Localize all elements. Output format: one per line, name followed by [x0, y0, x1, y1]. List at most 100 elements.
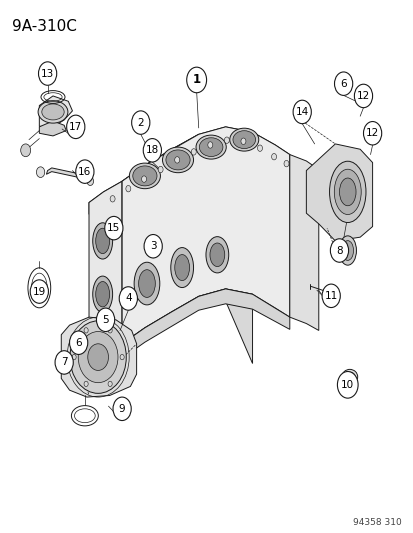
Ellipse shape — [229, 128, 258, 151]
Polygon shape — [122, 127, 289, 344]
Ellipse shape — [334, 169, 360, 214]
Text: 14: 14 — [295, 107, 308, 117]
Circle shape — [292, 100, 311, 124]
Text: 17: 17 — [69, 122, 82, 132]
Ellipse shape — [209, 243, 224, 266]
Circle shape — [104, 216, 123, 240]
Circle shape — [126, 185, 131, 192]
Circle shape — [144, 235, 162, 258]
Text: 8: 8 — [335, 246, 342, 255]
Ellipse shape — [206, 237, 228, 273]
Ellipse shape — [38, 101, 68, 123]
Circle shape — [66, 115, 85, 139]
Circle shape — [354, 84, 372, 108]
Circle shape — [207, 142, 212, 148]
Text: 10: 10 — [340, 380, 354, 390]
Circle shape — [224, 137, 229, 143]
Text: 2: 2 — [137, 118, 144, 127]
Circle shape — [76, 160, 94, 183]
Polygon shape — [89, 181, 122, 362]
Polygon shape — [46, 168, 88, 182]
Polygon shape — [306, 144, 372, 241]
Text: 9A-310C: 9A-310C — [12, 19, 77, 34]
Polygon shape — [39, 121, 66, 136]
Ellipse shape — [134, 262, 159, 305]
Ellipse shape — [42, 104, 64, 120]
Circle shape — [108, 328, 112, 333]
Text: 6: 6 — [75, 338, 82, 348]
Circle shape — [36, 167, 45, 177]
Ellipse shape — [338, 236, 356, 265]
Circle shape — [240, 138, 245, 144]
Ellipse shape — [233, 131, 255, 149]
Ellipse shape — [129, 163, 160, 189]
Text: 7: 7 — [61, 358, 67, 367]
Circle shape — [191, 149, 196, 155]
Ellipse shape — [93, 223, 112, 259]
Circle shape — [30, 280, 48, 303]
Ellipse shape — [199, 138, 222, 157]
Text: 9: 9 — [119, 404, 125, 414]
Text: 12: 12 — [365, 128, 378, 138]
Ellipse shape — [196, 135, 225, 159]
Polygon shape — [289, 155, 318, 330]
Ellipse shape — [93, 276, 112, 312]
Text: 18: 18 — [145, 146, 159, 155]
Circle shape — [120, 354, 124, 360]
Ellipse shape — [166, 150, 190, 170]
Circle shape — [96, 308, 114, 332]
Ellipse shape — [170, 247, 193, 288]
Circle shape — [363, 122, 381, 145]
Polygon shape — [89, 127, 289, 214]
Circle shape — [113, 397, 131, 421]
Circle shape — [84, 381, 88, 386]
Text: 16: 16 — [78, 167, 91, 176]
Ellipse shape — [133, 166, 157, 186]
Circle shape — [143, 139, 161, 162]
Ellipse shape — [162, 147, 193, 173]
Circle shape — [330, 239, 348, 262]
Circle shape — [119, 287, 137, 310]
Ellipse shape — [138, 270, 155, 297]
Text: 13: 13 — [41, 69, 54, 78]
Ellipse shape — [329, 161, 365, 223]
Text: 1: 1 — [192, 74, 200, 86]
Circle shape — [55, 351, 73, 374]
Polygon shape — [39, 96, 72, 127]
Circle shape — [108, 381, 112, 386]
Circle shape — [72, 354, 76, 360]
Circle shape — [337, 372, 357, 398]
Ellipse shape — [95, 228, 109, 254]
Text: 19: 19 — [33, 287, 46, 296]
Circle shape — [38, 62, 57, 85]
Circle shape — [110, 196, 115, 202]
Ellipse shape — [339, 178, 355, 206]
Circle shape — [87, 177, 93, 185]
Circle shape — [131, 111, 150, 134]
Polygon shape — [61, 317, 136, 397]
Circle shape — [158, 166, 163, 173]
Circle shape — [174, 157, 179, 163]
Circle shape — [257, 145, 262, 151]
Text: 6: 6 — [339, 79, 346, 88]
Text: 5: 5 — [102, 315, 109, 325]
Circle shape — [283, 160, 288, 167]
Ellipse shape — [344, 372, 354, 382]
Text: 11: 11 — [324, 291, 337, 301]
Circle shape — [78, 332, 118, 383]
Circle shape — [21, 144, 31, 157]
Text: 94358 310: 94358 310 — [352, 518, 401, 527]
Circle shape — [141, 176, 146, 182]
Circle shape — [69, 331, 88, 354]
Circle shape — [88, 344, 108, 370]
Ellipse shape — [95, 281, 109, 307]
Polygon shape — [89, 289, 252, 374]
Circle shape — [271, 154, 276, 160]
Text: 3: 3 — [150, 241, 156, 251]
Circle shape — [186, 67, 206, 93]
Ellipse shape — [341, 369, 357, 384]
Circle shape — [70, 321, 126, 393]
Circle shape — [84, 328, 88, 333]
Text: 4: 4 — [125, 294, 131, 303]
Ellipse shape — [174, 255, 189, 280]
